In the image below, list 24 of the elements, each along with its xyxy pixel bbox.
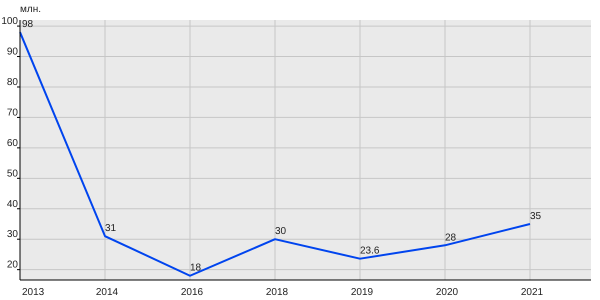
- x-tick-label: 2018: [266, 287, 289, 298]
- x-tick-label: 2013: [22, 287, 45, 298]
- y-tick-label: 30: [6, 229, 18, 240]
- y-axis-title: млн.: [20, 4, 42, 15]
- data-label: 28: [445, 232, 457, 244]
- y-tick-label: 60: [6, 138, 18, 149]
- y-tick-label: 20: [6, 260, 18, 271]
- x-tick-label: 2016: [180, 287, 204, 298]
- y-tick-label: 40: [6, 198, 18, 210]
- y-tick-label: 50: [6, 168, 18, 180]
- data-label: 31: [105, 223, 117, 234]
- data-label: 23.6: [360, 246, 380, 257]
- y-tick-label: 70: [6, 107, 18, 118]
- data-label: 98: [22, 19, 34, 30]
- data-label: 30: [275, 226, 287, 238]
- data-label: 18: [190, 262, 202, 274]
- x-tick-label: 2021: [520, 287, 544, 298]
- x-tick-label: 2014: [96, 287, 119, 298]
- data-label: 35: [530, 210, 542, 222]
- x-tick-label: 2019: [350, 287, 374, 298]
- x-tick-label: 2020: [436, 287, 459, 298]
- y-tick-label: 100: [1, 16, 18, 28]
- y-tick-label: 80: [6, 76, 18, 88]
- y-tick-label: 90: [6, 46, 18, 58]
